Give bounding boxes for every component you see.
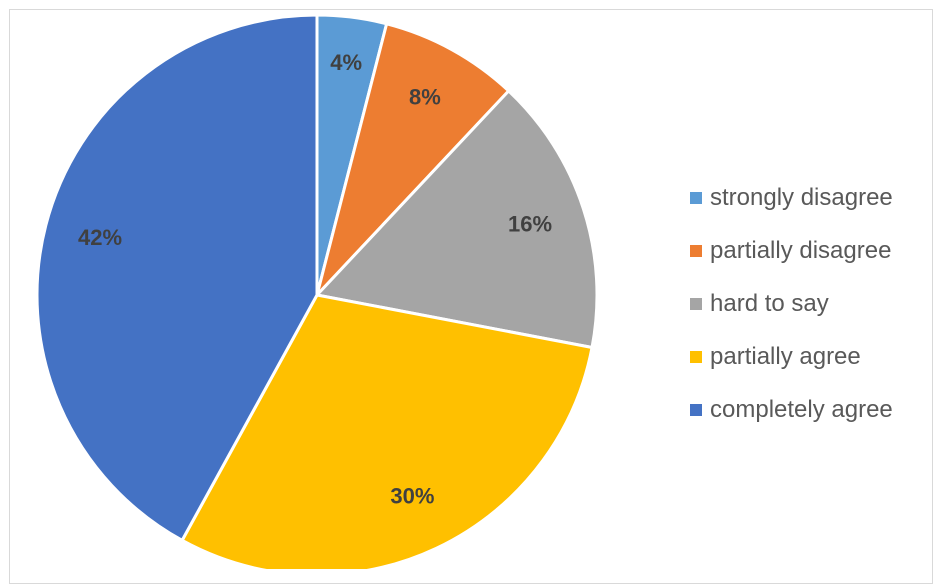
data-label-partially-disagree: 8%: [409, 85, 441, 110]
legend-item-partially-agree: partially agree: [690, 330, 930, 383]
legend-label-partially-agree: partially agree: [710, 342, 861, 370]
legend-label-completely-agree: completely agree: [710, 395, 893, 423]
pie-chart: 4% 8% 16% 30% 42%: [35, 13, 599, 569]
data-label-hard-to-say: 16%: [508, 212, 552, 237]
data-label-strongly-disagree: 4%: [330, 50, 362, 75]
legend-swatch-partially-disagree: [690, 244, 702, 257]
legend-swatch-completely-agree: [690, 403, 702, 416]
pie-slice-completely-agree: [35, 13, 319, 542]
legend-item-strongly-disagree: strongly disagree: [690, 171, 930, 224]
legend-item-hard-to-say: hard to say: [690, 277, 930, 330]
legend-swatch-strongly-disagree: [690, 191, 702, 204]
data-label-partially-agree: 30%: [390, 483, 434, 508]
legend-label-partially-disagree: partially disagree: [710, 236, 892, 264]
legend-swatch-partially-agree: [690, 350, 702, 363]
legend-item-partially-disagree: partially disagree: [690, 224, 930, 277]
pie-slice-partially-agree: [180, 293, 594, 569]
pie-slice-partially-disagree: [315, 22, 511, 297]
legend-label-strongly-disagree: strongly disagree: [710, 183, 893, 211]
pie-slice-hard-to-say: [315, 89, 599, 349]
legend-label-hard-to-say: hard to say: [710, 289, 829, 317]
legend-item-completely-agree: completely agree: [690, 383, 930, 436]
data-label-completely-agree: 42%: [78, 225, 122, 250]
legend-swatch-hard-to-say: [690, 297, 702, 310]
legend: strongly disagree partially disagree har…: [690, 171, 930, 436]
